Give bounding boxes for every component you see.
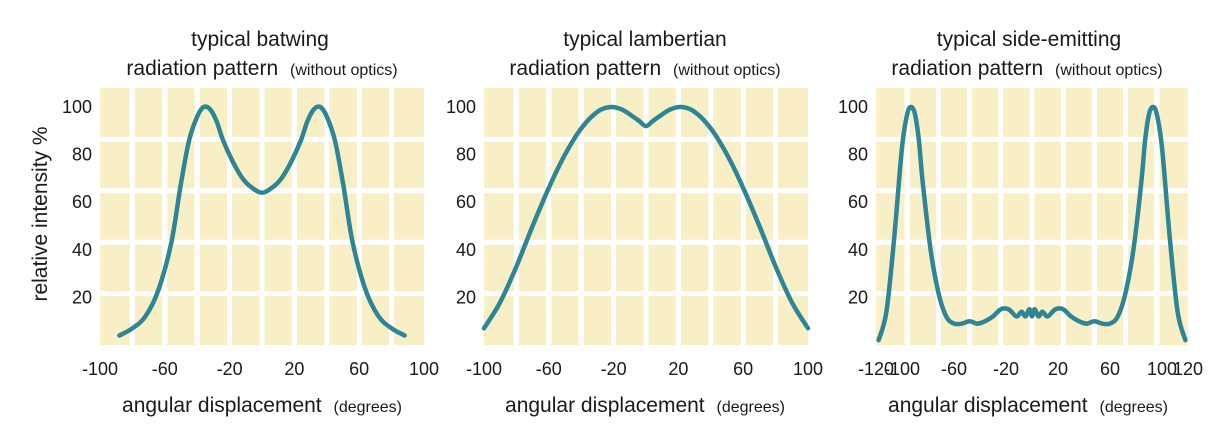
x-tick-label: -100 xyxy=(466,359,502,379)
y-tick-label: 40 xyxy=(72,240,92,260)
x-tick-label: -60 xyxy=(152,359,178,379)
y-tick-label: 80 xyxy=(456,145,476,165)
y-tick-label: 80 xyxy=(848,145,868,165)
series-line xyxy=(481,104,811,331)
chart-title-note: (without optics) xyxy=(290,62,398,79)
chart-title-note: (without optics) xyxy=(673,62,781,79)
x-tick-label: -100 xyxy=(82,359,118,379)
chart-title-line1: typical side-emitting xyxy=(937,28,1121,51)
x-axis-label-unit: (degrees) xyxy=(1099,399,1167,416)
chart-title-main: radiation pattern xyxy=(126,57,278,80)
chart-title-main: radiation pattern xyxy=(509,57,661,80)
chart-title-line1: typical batwing xyxy=(191,28,329,51)
x-tick-label: -100 xyxy=(884,359,920,379)
y-tick-label: 100 xyxy=(838,97,868,117)
x-tick-label: -120 xyxy=(858,359,894,379)
y-tick-label: 20 xyxy=(72,287,92,307)
x-tick-label: 60 xyxy=(733,359,753,379)
y-axis-label: relative intensity % xyxy=(29,126,52,301)
y-tick-label: 20 xyxy=(456,287,476,307)
x-tick-label: 100 xyxy=(793,359,823,379)
chart-panel-side-emitting: typical side-emitting radiation pattern … xyxy=(838,28,1203,417)
x-tick-label: 20 xyxy=(284,359,304,379)
x-tick-label: 60 xyxy=(349,359,369,379)
x-axis-label-unit: (degrees) xyxy=(333,399,401,416)
y-tick-label: 80 xyxy=(72,145,92,165)
series-line xyxy=(876,104,1188,343)
y-tick-label: 20 xyxy=(848,287,868,307)
series-line xyxy=(117,104,407,338)
x-tick-label: 120 xyxy=(1173,359,1203,379)
y-tick-label: 100 xyxy=(62,97,92,117)
y-tick-label: 60 xyxy=(848,192,868,212)
x-tick-label: 100 xyxy=(1147,359,1177,379)
plot-area-lambertian: 20 40 60 80 100 -100 -60 -20 20 60 100 xyxy=(446,88,823,379)
chart-panel-lambertian: typical lambertian radiation pattern (wi… xyxy=(446,28,823,417)
chart-title-note: (without optics) xyxy=(1055,62,1163,79)
x-axis-label: angular displacement (degrees) xyxy=(122,394,402,417)
x-tick-label: -20 xyxy=(601,359,627,379)
x-axis-label: angular displacement (degrees) xyxy=(888,394,1168,417)
x-tick-label: -60 xyxy=(941,359,967,379)
x-axis-label-unit: (degrees) xyxy=(716,399,784,416)
x-tick-label: 20 xyxy=(668,359,688,379)
x-tick-label: 60 xyxy=(1100,359,1120,379)
y-tick-label: 60 xyxy=(72,192,92,212)
chart-title-main: radiation pattern xyxy=(891,57,1043,80)
x-axis-label: angular displacement (degrees) xyxy=(505,394,785,417)
x-axis-label-main: angular displacement xyxy=(122,394,322,417)
x-tick-label: -20 xyxy=(993,359,1019,379)
chart-title-line2: radiation pattern (without optics) xyxy=(126,57,397,80)
x-axis-label-main: angular displacement xyxy=(505,394,705,417)
x-tick-label: -20 xyxy=(217,359,243,379)
x-tick-label: 100 xyxy=(409,359,439,379)
chart-title-line2: radiation pattern (without optics) xyxy=(509,57,780,80)
x-axis-label-main: angular displacement xyxy=(888,394,1088,417)
chart-panel-batwing: typical batwing radiation pattern (witho… xyxy=(62,28,439,417)
y-tick-label: 100 xyxy=(446,97,476,117)
chart-title-line2: radiation pattern (without optics) xyxy=(891,57,1162,80)
x-tick-label: -60 xyxy=(536,359,562,379)
y-tick-label: 60 xyxy=(456,192,476,212)
x-tick-label: 20 xyxy=(1048,359,1068,379)
y-tick-label: 40 xyxy=(848,240,868,260)
plot-area-batwing: 20 40 60 80 100 -100 -60 -20 20 60 100 xyxy=(62,88,439,379)
y-tick-label: 40 xyxy=(456,240,476,260)
chart-title-line1: typical lambertian xyxy=(563,28,726,51)
